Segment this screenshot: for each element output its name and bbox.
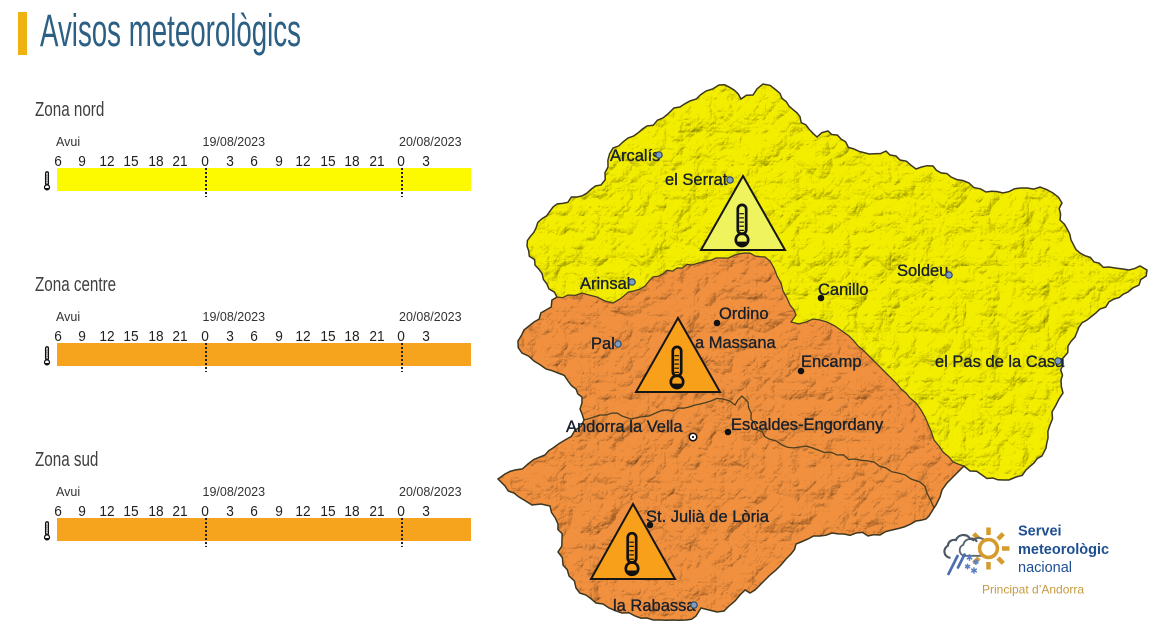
- svg-text:el Serrat: el Serrat: [665, 171, 728, 189]
- svg-text:Escaldes-Engordany: Escaldes-Engordany: [731, 416, 884, 434]
- svg-text:Arcalís: Arcalís: [610, 147, 660, 165]
- svg-text:Encamp: Encamp: [801, 353, 862, 371]
- svg-text:a Massana: a Massana: [695, 334, 777, 352]
- svg-text:meteorològic: meteorològic: [1018, 542, 1109, 558]
- svg-text:Canillo: Canillo: [818, 281, 868, 299]
- svg-text:Servei: Servei: [1018, 524, 1062, 540]
- svg-text:St. Julià de Lòria: St. Julià de Lòria: [646, 508, 770, 526]
- svg-text:Soldeu: Soldeu: [897, 262, 948, 280]
- svg-text:Principat d’Andorra: Principat d’Andorra: [982, 583, 1084, 597]
- svg-text:el Pas de la Casa: el Pas de la Casa: [935, 353, 1065, 371]
- svg-text:la Rabassa: la Rabassa: [613, 597, 696, 615]
- svg-text:Ordino: Ordino: [719, 305, 769, 323]
- svg-text:nacional: nacional: [1018, 560, 1072, 576]
- svg-text:Pal: Pal: [591, 335, 615, 353]
- svg-text:Arinsal: Arinsal: [580, 275, 630, 293]
- svg-text:Andorra la Vella: Andorra la Vella: [566, 418, 683, 436]
